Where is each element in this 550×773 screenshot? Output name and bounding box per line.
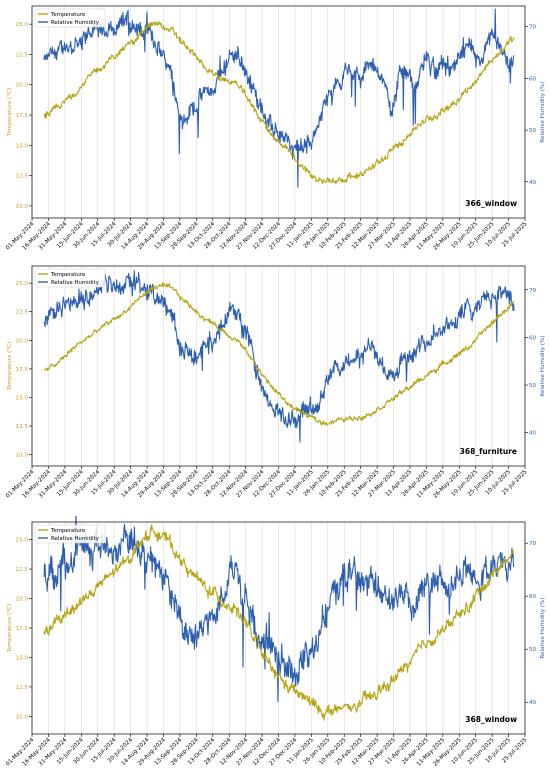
legend-box: [34, 268, 106, 288]
y-left-tick-label: 12.5: [16, 174, 29, 180]
y-right-tick-label: 50: [529, 647, 537, 653]
series-line-humidity: [43, 270, 515, 443]
panel-label: 368_furniture: [460, 447, 517, 456]
y-left-tick-label: 20.0: [16, 338, 29, 344]
legend-box: [34, 8, 106, 28]
legend-label-humidity: Relative Humidity: [51, 280, 100, 286]
legend-label-humidity: Relative Humidity: [51, 20, 100, 26]
legend-label-temperature: Temperature: [50, 528, 86, 534]
panel-label: 366_window: [465, 199, 517, 208]
y-right-axis-ticks: 40 50 60 70: [525, 288, 537, 437]
y-right-axis-title: Relative Humidity (%): [540, 81, 546, 142]
series-line-temperature: [43, 282, 515, 426]
y-right-axis-ticks: 40 50 60 70: [525, 541, 537, 706]
y-left-tick-label: 25.0: [16, 22, 29, 28]
y-left-tick-label: 15.0: [16, 655, 29, 661]
series-line-temperature: [43, 524, 515, 721]
y-left-tick-label: 25.0: [16, 538, 29, 544]
y-right-tick-label: 50: [529, 128, 537, 134]
y-left-tick-label: 22.5: [16, 52, 29, 58]
y-left-tick-label: 17.5: [16, 626, 29, 632]
y-left-tick-label: 17.5: [16, 113, 29, 119]
y-left-tick-label: 22.5: [16, 310, 29, 316]
series-points-humidity: [44, 21, 515, 151]
y-left-axis-ticks: 10.0 12.5 15.0 17.5 20.0 22.5 25.0: [16, 22, 32, 210]
y-right-axis-ticks: 40 50 60 70: [525, 25, 537, 186]
legend-label-temperature: Temperature: [50, 12, 86, 18]
y-right-tick-label: 60: [529, 335, 537, 341]
y-right-tick-label: 70: [529, 288, 537, 294]
y-right-axis-title: Relative Humidity (%): [540, 335, 546, 396]
y-left-axis-title: Temperature (°C): [7, 88, 13, 137]
legend-label-humidity: Relative Humidity: [51, 536, 100, 542]
legend-label-temperature: Temperature: [50, 272, 86, 278]
chart-panel-366-window: 01-May-202416-May-202431-May-202415-Jun-…: [5, 5, 546, 252]
legend: Temperature Relative Humidity: [34, 524, 106, 544]
y-left-tick-label: 12.5: [16, 685, 29, 691]
y-left-axis-ticks: 10.0 12.5 15.0 17.5 20.0 22.5 25.0: [16, 538, 32, 720]
series-points-temperature: [44, 24, 515, 182]
y-right-tick-label: 70: [529, 541, 537, 547]
y-left-tick-label: 10.0: [16, 204, 29, 210]
y-left-tick-label: 20.0: [16, 597, 29, 603]
plot-frame: [31, 5, 526, 219]
legend: Temperature Relative Humidity: [34, 8, 106, 28]
y-left-tick-label: 15.0: [16, 395, 29, 401]
y-right-tick-label: 40: [529, 431, 537, 437]
plot-frame: [31, 265, 526, 467]
series-line-temperature: [43, 21, 515, 185]
y-left-tick-label: 10.0: [16, 453, 29, 459]
y-right-tick-label: 40: [529, 180, 537, 186]
x-tick-label: 01-May-2024: [5, 737, 36, 768]
plot-frame: [31, 521, 526, 735]
y-left-axis-ticks: 10.0 12.5 15.0 17.5 20.0 22.5 25.0: [16, 281, 32, 459]
series-line-humidity: [43, 8, 515, 188]
y-left-tick-label: 15.0: [16, 143, 29, 149]
x-tick-label: 01-May-2024: [5, 469, 36, 500]
legend: Temperature Relative Humidity: [34, 268, 106, 288]
legend-box: [34, 524, 106, 544]
y-left-tick-label: 25.0: [16, 281, 29, 287]
y-right-tick-label: 60: [529, 594, 537, 600]
series-points-temperature: [44, 530, 515, 711]
y-right-tick-label: 60: [529, 76, 537, 82]
x-tick-label: 01-May-2024: [5, 221, 36, 252]
series-line-humidity: [43, 516, 515, 703]
y-right-tick-label: 70: [529, 25, 537, 31]
y-right-tick-label: 50: [529, 383, 537, 389]
y-left-axis-title: Temperature (°C): [7, 342, 13, 391]
y-left-tick-label: 10.0: [16, 714, 29, 720]
y-right-tick-label: 40: [529, 700, 537, 706]
y-left-tick-label: 17.5: [16, 367, 29, 373]
y-left-axis-title: Temperature (°C): [7, 604, 13, 653]
chart-panel-368-furniture: 01-May-202416-May-202431-May-202415-Jun-…: [5, 265, 546, 500]
series-points-humidity: [44, 280, 515, 419]
panel-label: 368_window: [465, 715, 517, 724]
y-left-tick-label: 20.0: [16, 83, 29, 89]
y-left-tick-label: 22.5: [16, 567, 29, 573]
series-points-temperature: [44, 285, 515, 423]
chart-panel-368-window: 01-May-202416-May-202431-May-202415-Jun-…: [5, 516, 546, 768]
series-points-humidity: [44, 543, 515, 682]
y-left-tick-label: 12.5: [16, 424, 29, 430]
y-right-axis-title: Relative Humidity (%): [540, 597, 546, 658]
